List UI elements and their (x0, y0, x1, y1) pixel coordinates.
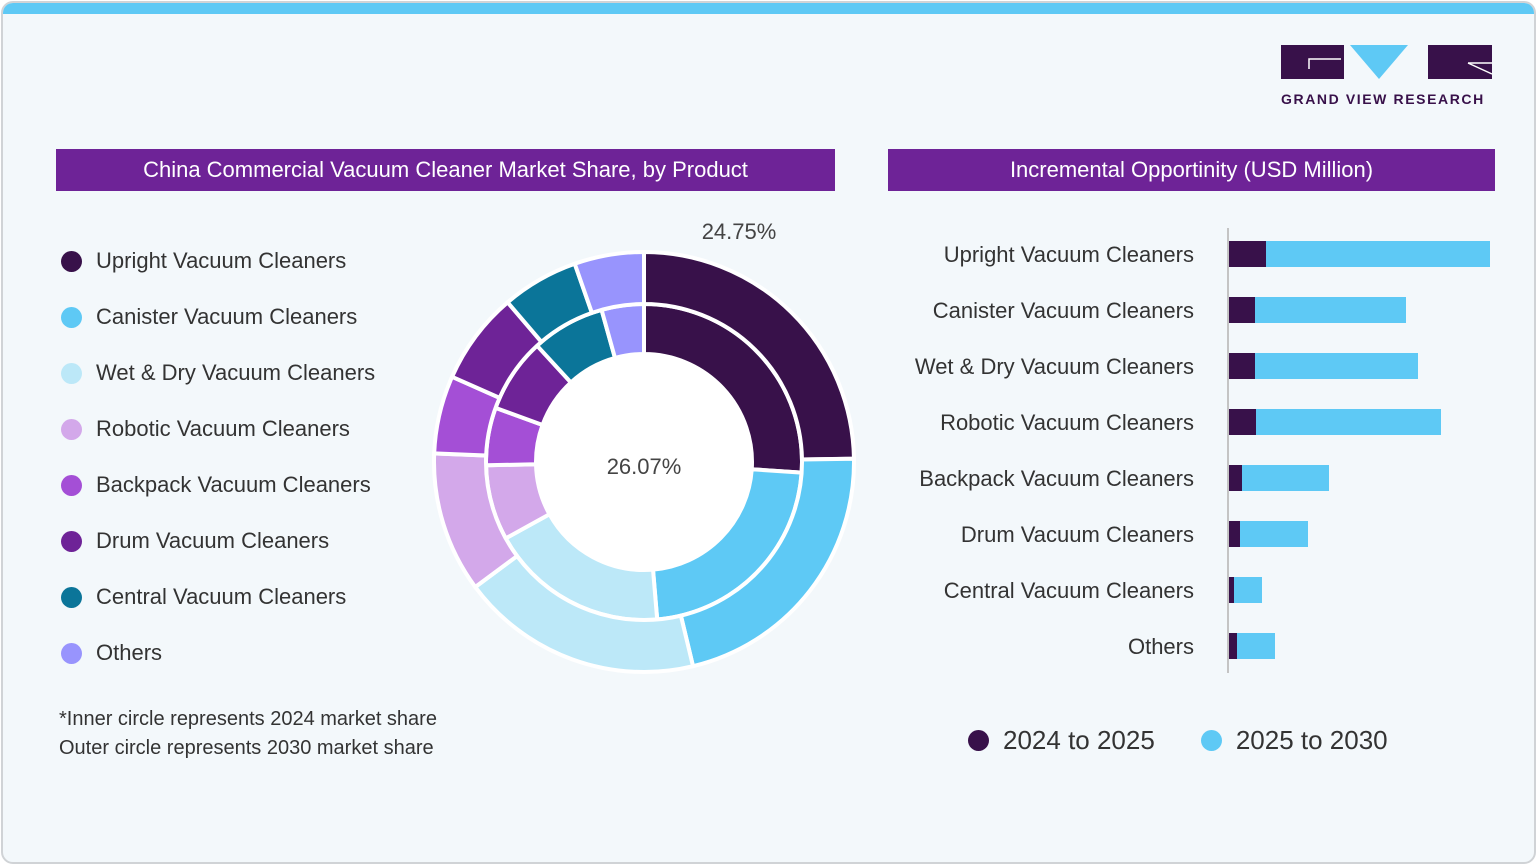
legend-swatch (61, 474, 82, 496)
bar-2024-to-2025-drum-vacuum-cleaners (1229, 521, 1240, 547)
legend-item-upright-vacuum-cleaners: Upright Vacuum Cleaners (61, 233, 375, 289)
legend-item-canister-vacuum-cleaners: Canister Vacuum Cleaners (61, 289, 375, 345)
bar-2025-to-2030-others (1237, 633, 1275, 659)
bar-2025-to-2030-drum-vacuum-cleaners (1240, 521, 1308, 547)
bar-category-label: Robotic Vacuum Cleaners (940, 410, 1194, 435)
right-panel-title: Incremental Opportinity (USD Million) (888, 149, 1495, 191)
bar-2024-to-2025-canister-vacuum-cleaners (1229, 297, 1255, 323)
legend-item-others: Others (61, 625, 375, 681)
legend-swatch (968, 730, 989, 751)
legend-swatch (1200, 730, 1222, 751)
legend-swatch (61, 250, 82, 272)
legend-item-wet-and-dry-vacuum-cleaners: Wet & Dry Vacuum Cleaners (61, 345, 375, 401)
inner-value-label: 26.07% (607, 454, 682, 479)
top-accent-bar (3, 3, 1534, 14)
legend-swatch (61, 362, 82, 384)
note-inner-circle: *Inner circle represents 2024 market sha… (59, 708, 437, 730)
left-panel-title: China Commercial Vacuum Cleaner Market S… (56, 149, 835, 191)
bar-2024-to-2025-central-vacuum-cleaners (1229, 577, 1234, 603)
chart-note: *Inner circle represents 2024 market sha… (59, 705, 437, 763)
bar-2025-to-2030-wet-and-dry-vacuum-cleaners (1255, 353, 1418, 379)
bar-category-label: Upright Vacuum Cleaners (944, 242, 1194, 267)
bar-category-label: Canister Vacuum Cleaners (933, 298, 1194, 323)
bar-2024-to-2025-backpack-vacuum-cleaners (1229, 465, 1242, 491)
legend-item-2024-to-2025: 2024 to 2025 (968, 725, 1155, 756)
donut-chart: 26.07% 24.75% (432, 219, 857, 674)
legend-label: Robotic Vacuum Cleaners (96, 416, 350, 441)
bar-2024-to-2025-wet-and-dry-vacuum-cleaners (1229, 353, 1255, 379)
bar-category-label: Drum Vacuum Cleaners (961, 522, 1194, 547)
legend-label: Drum Vacuum Cleaners (96, 528, 330, 553)
legend-swatch (61, 418, 82, 440)
legend-label: Central Vacuum Cleaners (96, 584, 347, 609)
bar-2025-to-2030-backpack-vacuum-cleaners (1242, 465, 1329, 491)
legend-item-central-vacuum-cleaners: Central Vacuum Cleaners (61, 569, 375, 625)
legend-item-2025-to-2030: 2025 to 2030 (1200, 725, 1388, 756)
legend-item-drum-vacuum-cleaners: Drum Vacuum Cleaners (61, 513, 375, 569)
brand-logo: GRAND VIEW RESEARCH (1281, 45, 1495, 107)
pie-legend: Upright Vacuum Cleaners Canister Vacuum C… (61, 233, 375, 681)
bar-2025-to-2030-robotic-vacuum-cleaners (1256, 409, 1441, 435)
bar-chart: Upright Vacuum Cleaners Canister Vacuum C… (915, 228, 1490, 673)
legend-label: Canister Vacuum Cleaners (96, 304, 358, 329)
bar-legend: 2024 to 2025 2025 to 2030 (968, 725, 1434, 756)
legend-label: 2024 to 2025 (1003, 725, 1155, 755)
legend-item-backpack-vacuum-cleaners: Backpack Vacuum Cleaners (61, 457, 375, 513)
legend-label: Wet & Dry Vacuum Cleaners (96, 360, 376, 385)
outer-value-label: 24.75% (702, 219, 777, 244)
bar-2024-to-2025-upright-vacuum-cleaners (1229, 241, 1266, 267)
legend-swatch (61, 306, 82, 328)
outer-slice-others (572, 249, 646, 316)
legend-label: Backpack Vacuum Cleaners (96, 472, 371, 497)
bar-2025-to-2030-central-vacuum-cleaners (1234, 577, 1262, 603)
logo-mark-icon (1281, 45, 1495, 79)
bar-2025-to-2030-canister-vacuum-cleaners (1255, 297, 1406, 323)
legend-item-robotic-vacuum-cleaners: Robotic Vacuum Cleaners (61, 401, 375, 457)
legend-label: Others (96, 640, 163, 665)
bar-2025-to-2030-upright-vacuum-cleaners (1266, 241, 1490, 267)
brand-name: GRAND VIEW RESEARCH (1281, 91, 1485, 107)
bar-category-label: Wet & Dry Vacuum Cleaners (915, 354, 1194, 379)
legend-label: Upright Vacuum Cleaners (96, 248, 347, 273)
legend-swatch (61, 530, 82, 552)
legend-swatch (61, 642, 82, 664)
bar-2024-to-2025-others (1229, 633, 1237, 659)
legend-label: 2025 to 2030 (1235, 725, 1388, 755)
bar-category-label: Central Vacuum Cleaners (944, 578, 1194, 603)
bar-category-label: Others (1128, 634, 1194, 659)
legend-swatch (61, 586, 82, 608)
bar-2024-to-2025-robotic-vacuum-cleaners (1229, 409, 1256, 435)
note-outer-circle: Outer circle represents 2030 market shar… (59, 737, 434, 759)
bar-category-label: Backpack Vacuum Cleaners (919, 466, 1194, 491)
